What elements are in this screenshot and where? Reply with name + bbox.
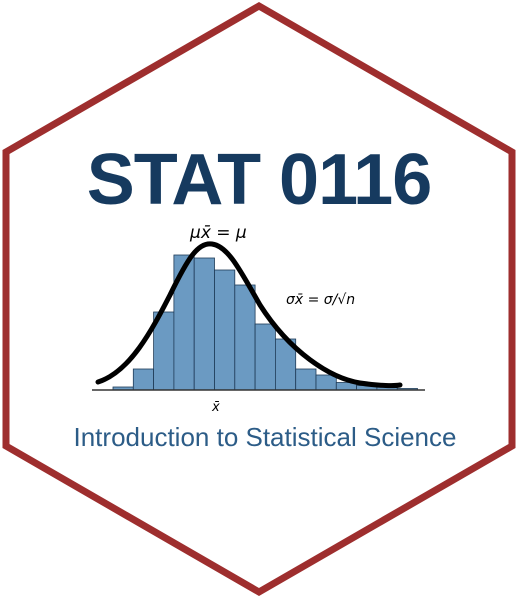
histogram-chart: μx̄ = μ σx̄ = σ/√n x̄ <box>92 223 425 415</box>
histogram-bar <box>234 284 256 391</box>
course-title: STAT 0116 <box>86 140 433 220</box>
histogram-bar <box>295 368 317 391</box>
mean-label: μx̄ = μ <box>189 223 247 243</box>
course-subtitle: Introduction to Statistical Science <box>73 422 457 452</box>
sampling-distribution-curve <box>95 241 403 389</box>
standard-error-label: σx̄ = σ/√n <box>286 292 355 308</box>
histogram-bar <box>214 269 236 391</box>
histogram-bar <box>315 374 337 391</box>
histogram-bar <box>132 368 155 391</box>
x-bar-marker-label: x̄ <box>211 400 220 415</box>
histogram-bar <box>254 323 276 391</box>
histogram-bars <box>112 254 418 391</box>
histogram-bar <box>173 254 195 391</box>
histogram-bar <box>193 257 215 391</box>
